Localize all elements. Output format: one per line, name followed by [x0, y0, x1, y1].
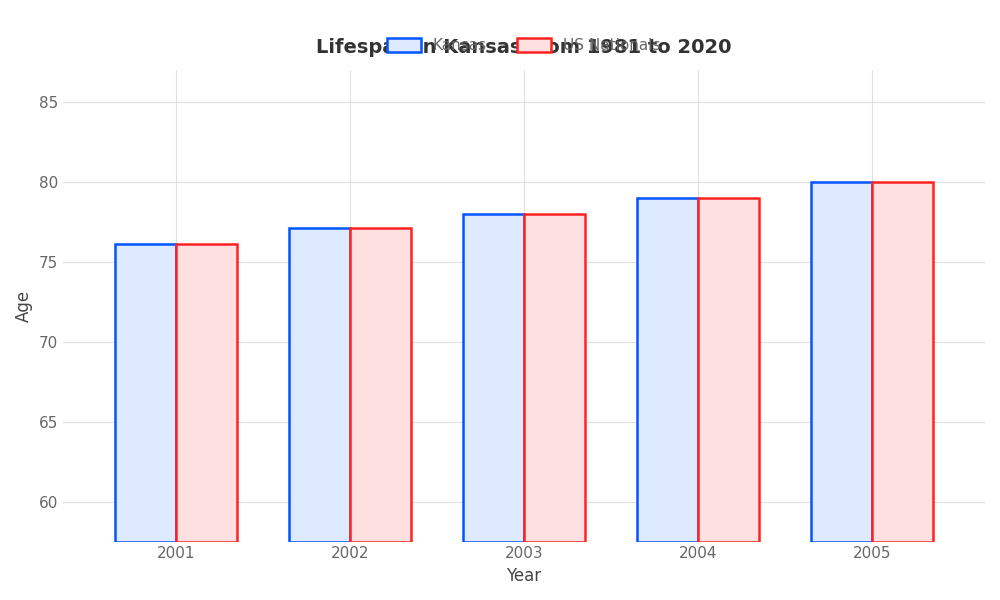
Legend: Kansas, US Nationals: Kansas, US Nationals: [381, 32, 667, 59]
Bar: [350, 228, 411, 542]
Bar: [524, 214, 585, 542]
Bar: [698, 198, 759, 542]
Bar: [115, 244, 176, 542]
Bar: [811, 182, 872, 542]
Bar: [289, 228, 350, 542]
Title: Lifespan in Kansas from 1981 to 2020: Lifespan in Kansas from 1981 to 2020: [316, 38, 732, 57]
Bar: [637, 198, 698, 542]
X-axis label: Year: Year: [506, 567, 541, 585]
Y-axis label: Age: Age: [15, 290, 33, 322]
Bar: [872, 182, 933, 542]
Bar: [176, 244, 237, 542]
Bar: [463, 214, 524, 542]
